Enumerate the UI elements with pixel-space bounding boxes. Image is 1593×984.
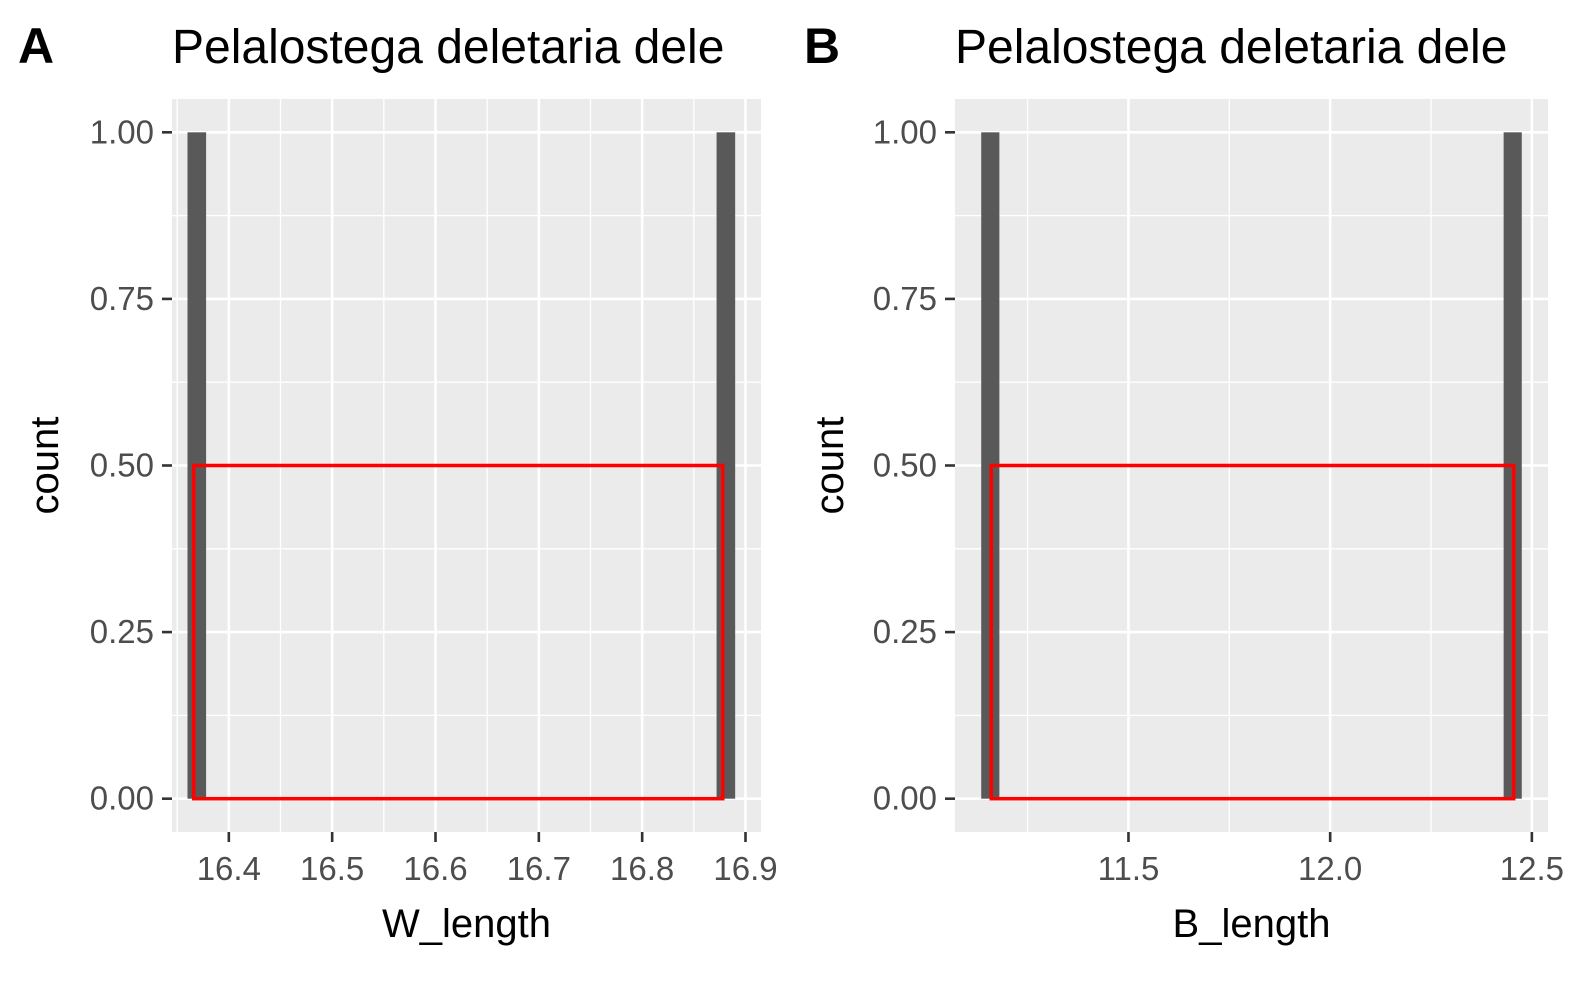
chart-1-red-rectangle: [989, 463, 1516, 801]
chart-1-title: Pelalostega deletaria dele: [955, 21, 1507, 74]
chart-0-x-tick-label: 16.4: [197, 850, 261, 887]
chart-1-x-tick-label: 11.5: [1098, 850, 1160, 887]
chart-1-y-tick-label: 0.25: [873, 613, 937, 650]
chart-1-y-tick-label: 0.75: [873, 280, 937, 317]
chart-1-x-tick-label: 12.0: [1298, 850, 1362, 887]
chart-0-x-tick-label: 16.6: [403, 850, 467, 887]
chart-1-y-tick-label: 0.00: [873, 780, 937, 817]
chart-0-panel-letter: A: [18, 18, 54, 74]
chart-1-panel-letter: B: [804, 18, 840, 74]
chart-1-y-tick-label: 0.50: [873, 447, 937, 484]
chart-0-y-tick-label: 0.00: [90, 780, 154, 817]
chart-0-y-tick-label: 0.25: [90, 613, 154, 650]
chart-0-title: Pelalostega deletaria dele: [172, 21, 724, 74]
chart-0-x-tick-label: 16.9: [713, 850, 777, 887]
chart-0-red-rectangle: [191, 463, 725, 801]
chart-1-y-tick-label: 1.00: [873, 113, 937, 150]
chart-0-x-tick-label: 16.5: [300, 850, 364, 887]
chart-1-x-axis-title: B_length: [1173, 902, 1331, 946]
chart-0-x-tick-label: 16.7: [507, 850, 571, 887]
chart-0-y-axis-title: count: [23, 417, 67, 515]
chart-1-y-axis-title: count: [808, 417, 852, 515]
chart-1-x-tick-label: 12.5: [1500, 850, 1564, 887]
chart-0-y-tick-label: 0.75: [90, 280, 154, 317]
chart-0-y-tick-label: 0.50: [90, 447, 154, 484]
chart-0-x-axis-title: W_length: [382, 902, 551, 946]
chart-0-y-tick-label: 1.00: [90, 113, 154, 150]
chart-0-x-tick-label: 16.8: [610, 850, 674, 887]
